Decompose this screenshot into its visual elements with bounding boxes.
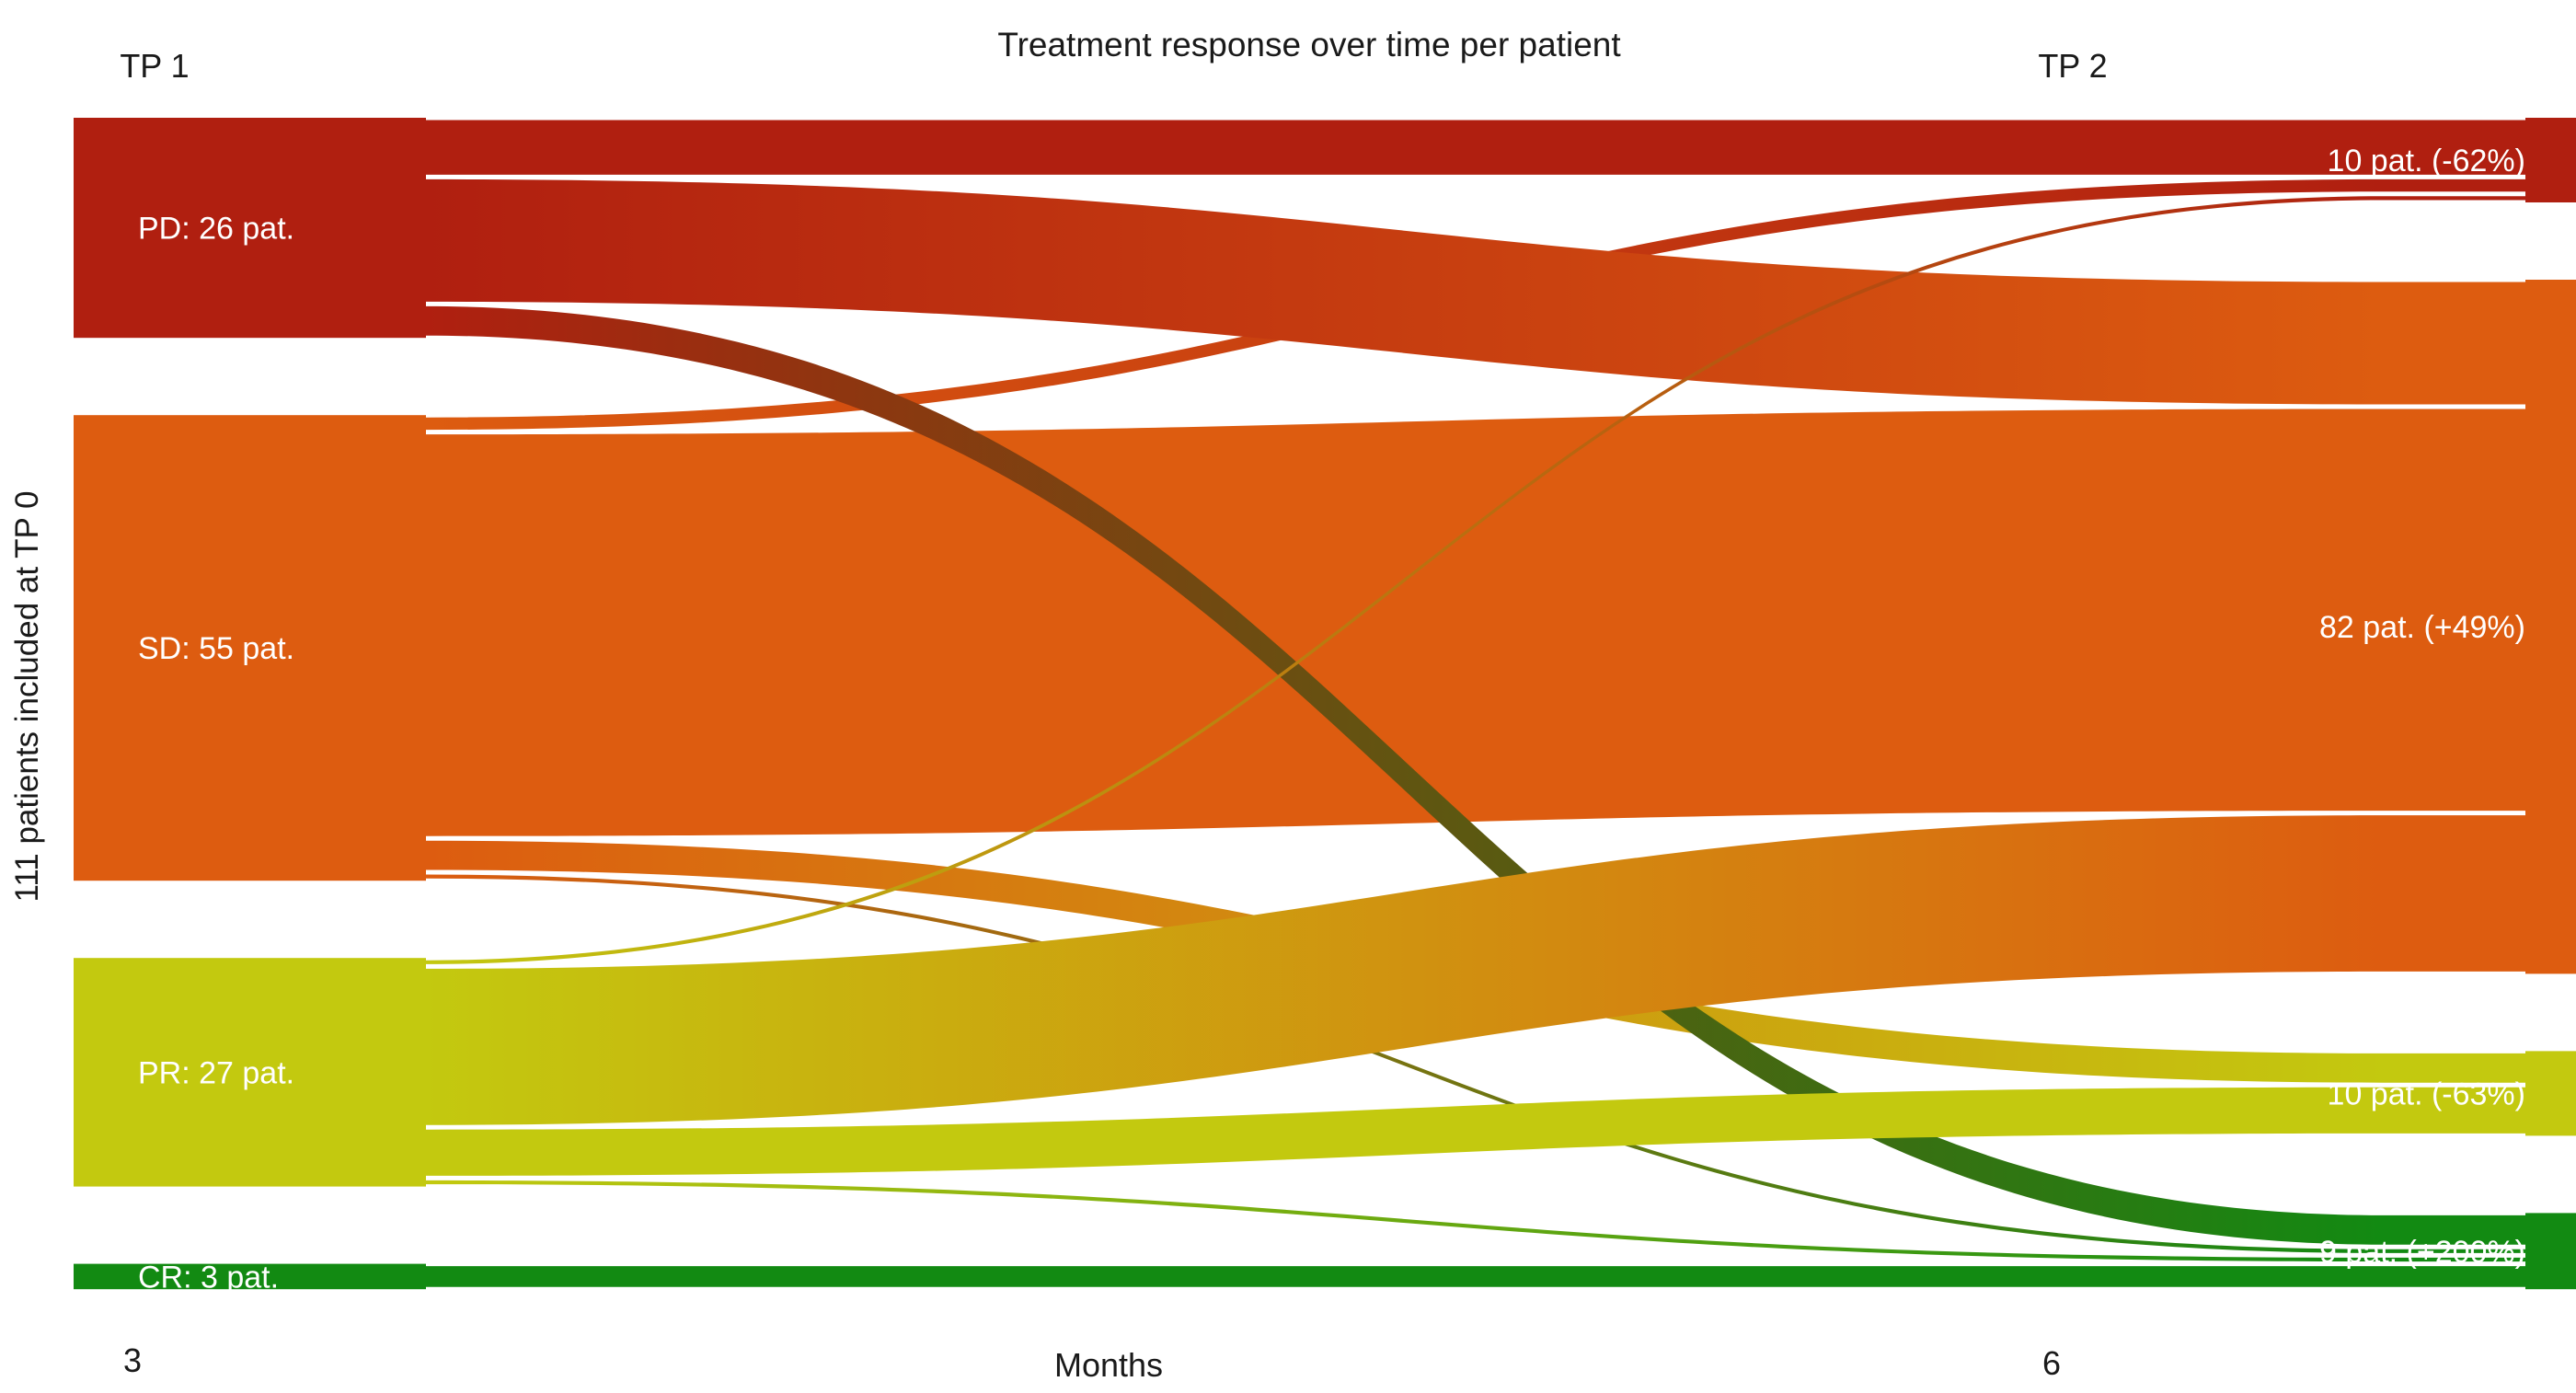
stratum-right-PD xyxy=(2525,118,2576,202)
stratum-right-CR xyxy=(2525,1213,2576,1290)
flow-PR-to-SD xyxy=(426,815,2576,1125)
flow-PD-to-PD xyxy=(426,120,2576,175)
y-axis-label: 111 patients included at TP 0 xyxy=(9,490,45,903)
stratum-right-label-PD: 10 pat. (-62%) xyxy=(2328,144,2525,178)
flow-PR-to-PR xyxy=(426,1087,2576,1176)
column-header-tp1: TP 1 xyxy=(120,47,190,85)
x-axis-tick-6: 6 xyxy=(2041,1344,2062,1382)
stratum-left-SD xyxy=(74,415,426,881)
column-header-tp2: TP 2 xyxy=(2038,47,2108,85)
stratum-left-label-SD: SD: 55 pat. xyxy=(138,631,294,666)
stratum-right-SD xyxy=(2525,280,2576,974)
stratum-left-label-CR: CR: 3 pat. xyxy=(138,1260,279,1295)
stratum-right-label-PR: 10 pat. (-63%) xyxy=(2328,1076,2525,1111)
x-axis-label: Months xyxy=(1053,1346,1164,1384)
stratum-left-CR xyxy=(74,1263,426,1290)
flow-SD-to-PR xyxy=(426,840,2576,1083)
stratum-left-label-PR: PR: 27 pat. xyxy=(138,1055,294,1090)
stratum-right-label-SD: 82 pat. (+49%) xyxy=(2319,610,2525,645)
flow-CR-to-CR xyxy=(426,1266,2576,1287)
x-axis-tick-3: 3 xyxy=(122,1341,143,1379)
chart-title: Treatment response over time per patient xyxy=(997,26,1621,63)
flow-SD-to-SD xyxy=(426,409,2576,836)
stratum-left-label-PD: PD: 26 pat. xyxy=(138,212,294,247)
stratum-right-PR xyxy=(2525,1051,2576,1136)
stratum-right-label-CR: 9 pat. (+200%) xyxy=(2319,1235,2525,1270)
stratum-left-PR xyxy=(74,958,426,1187)
flow-PD-to-SD xyxy=(426,178,2576,405)
stratum-left-PD xyxy=(74,118,426,339)
